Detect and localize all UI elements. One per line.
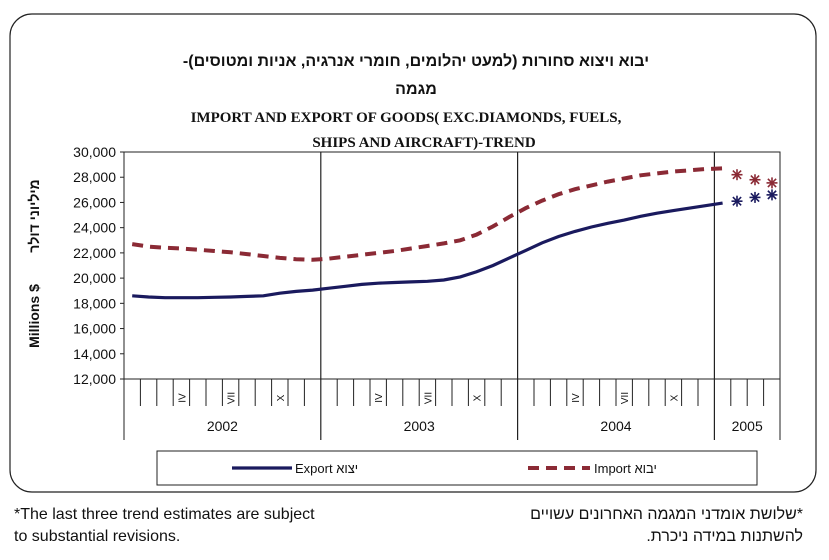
y-tick-label: 26,000 [73,194,116,210]
legend-export-label: Export יצוא [295,461,358,476]
footnote-hebrew-line2: להשתנות במידה ניכרת. [646,528,803,545]
y-axis-label-english: Millions $ [26,284,42,348]
y-tick-label: 28,000 [73,169,116,185]
footnote-hebrew: *שלושת אומדני המגמה האחרונים עשויים להשת… [530,504,803,548]
import-estimate-marker [731,169,743,181]
import-estimate-marker [766,177,778,189]
export-estimate-marker [731,195,743,207]
x-month-label: X [669,394,680,401]
title-english-line2: SHIPS AND AIRCRAFT)-TREND [312,135,536,151]
x-month-label: X [473,394,484,401]
footnote-english-line2: to substantial revisions. [14,528,181,545]
x-year-label: 2003 [404,418,435,434]
footnote-english: *The last three trend estimates are subj… [14,504,315,548]
x-axis: IV VII X IV VII X IV VII X 2002 2003 2004 2005 [123,379,781,440]
estimate-markers [731,169,778,207]
x-month-label: VII [620,392,631,404]
y-tick-label: 24,000 [73,220,116,236]
x-year-label: 2005 [732,418,763,434]
footnote-hebrew-line1: *שלושת אומדני המגמה האחרונים עשויים [530,506,803,523]
y-tick-label: 16,000 [73,321,116,337]
x-year-label: 2002 [207,418,238,434]
y-tick-label: 20,000 [73,270,116,286]
x-year-label: 2004 [600,418,631,434]
export-series-line [132,201,723,300]
plot-area [123,151,781,380]
footnote-english-line1: *The last three trend estimates are subj… [14,506,315,523]
y-tick-label: 14,000 [73,346,116,362]
legend-import-label: Import יבוא [594,461,657,476]
year-separators [320,152,716,440]
x-month-label: IV [374,393,385,403]
import-series-line [131,166,723,262]
x-month-label: X [276,394,287,401]
y-tick-label: 22,000 [73,245,116,261]
x-month-label: VII [227,392,238,404]
title-hebrew-line2: מגמה [395,81,437,98]
export-estimate-marker [749,191,761,203]
y-axis-label-hebrew: מיליוני דולר [26,179,42,252]
title-hebrew-line1: יבוא ויצוא סחורות (למעט יהלומים, חומרי א… [183,52,649,70]
x-month-label: IV [571,393,582,403]
title-english-line1: IMPORT AND EXPORT OF GOODS( EXC.DIAMONDS… [191,110,622,126]
x-month-label: VII [423,392,434,404]
y-tick-label: 30,000 [73,144,116,160]
y-tick-label: 12,000 [73,371,116,387]
y-tick-labels: 30,000 28,000 26,000 24,000 22,000 20,000 18,0… [73,144,124,387]
export-estimate-marker [766,189,778,201]
y-tick-label: 18,000 [73,295,116,311]
import-estimate-marker [749,174,761,186]
x-month-label: IV [177,393,188,403]
